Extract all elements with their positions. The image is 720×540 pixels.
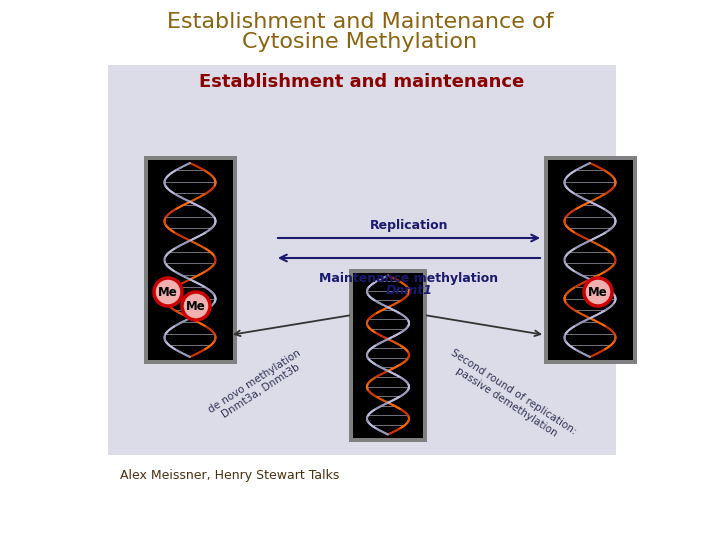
Text: Establishment and maintenance: Establishment and maintenance (199, 73, 525, 91)
Circle shape (182, 292, 210, 320)
Text: Replication: Replication (370, 219, 449, 232)
Text: Me: Me (186, 300, 206, 313)
Text: Me: Me (588, 286, 608, 299)
Bar (353, 273, 423, 437)
Text: Second round of replication:
passive demethylation: Second round of replication: passive dem… (442, 348, 577, 447)
Text: Establishment and Maintenance of: Establishment and Maintenance of (167, 12, 553, 32)
Text: Alex Meissner, Henry Stewart Talks: Alex Meissner, Henry Stewart Talks (120, 469, 339, 482)
Circle shape (584, 278, 612, 306)
Text: Maintenance methylation: Maintenance methylation (320, 272, 498, 285)
Bar (547, 160, 632, 360)
Text: de novo methylation
Dnmt3a, Dnmt3b: de novo methylation Dnmt3a, Dnmt3b (207, 348, 309, 425)
Circle shape (154, 278, 182, 306)
Text: Me: Me (158, 286, 178, 299)
Bar (148, 160, 233, 360)
Bar (108, 65, 616, 455)
Text: Dnmt1: Dnmt1 (385, 284, 433, 297)
Bar (349, 268, 427, 442)
Bar (143, 156, 236, 364)
Text: Cytosine Methylation: Cytosine Methylation (243, 32, 477, 52)
Bar (544, 156, 636, 364)
